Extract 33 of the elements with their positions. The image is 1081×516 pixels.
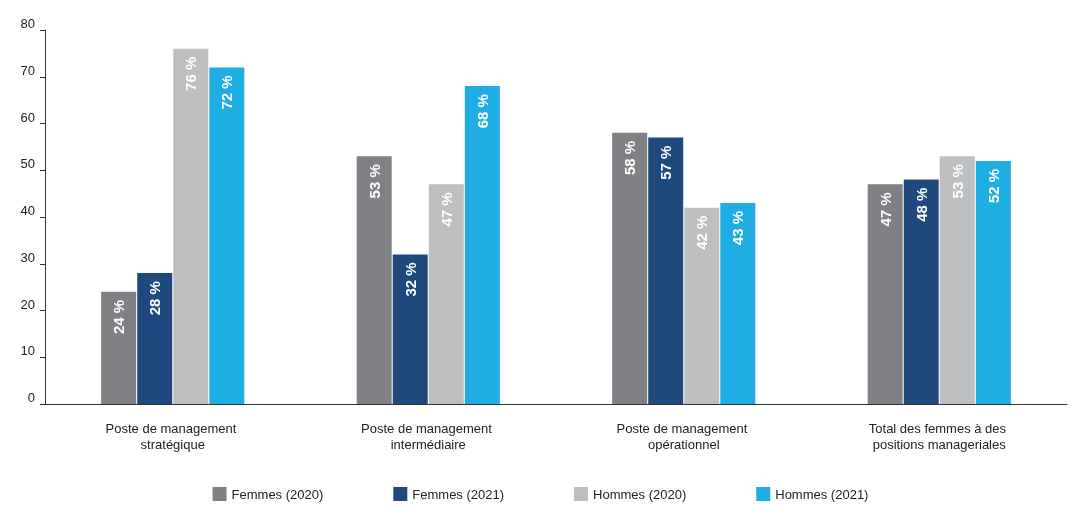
x-tick-label: Poste de management intermédiaire [361, 420, 496, 452]
data-label: 53 % [365, 164, 383, 199]
legend-label: Hommes (2020) [593, 486, 687, 502]
data-label: 24 % [110, 299, 128, 334]
y-tick-label: 10 [20, 343, 35, 359]
data-label: 42 % [693, 215, 711, 250]
x-tick-label: Total des femmes à des positions manageriales [868, 420, 1010, 452]
data-label: 53 % [948, 164, 966, 199]
data-label: 68 % [473, 94, 491, 129]
data-label: 57 % [657, 145, 675, 180]
y-tick-label: 60 [20, 109, 35, 125]
y-tick-label: 0 [27, 390, 35, 405]
y-tick-label: 20 [20, 296, 35, 312]
data-label: 47 % [437, 192, 455, 227]
data-label: 43 % [729, 210, 747, 246]
data-label: 48 % [912, 187, 930, 222]
y-tick-label: 80 [20, 16, 35, 31]
legend-label: Femmes (2021) [412, 486, 505, 502]
data-label: 58 % [621, 140, 639, 176]
data-label: 52 % [984, 168, 1002, 204]
y-tick-label: 50 [20, 156, 35, 172]
data-label: 32 % [401, 262, 419, 297]
data-label: 47 % [876, 192, 894, 227]
data-label: 28 % [146, 281, 164, 316]
legend-label: Hommes (2021) [775, 486, 869, 502]
y-tick-label: 30 [20, 249, 35, 265]
data-label: 72 % [218, 75, 236, 110]
x-tick-label: Poste de management opérationnel [616, 420, 751, 452]
x-tick-label: Poste de management stratégique [105, 420, 240, 452]
y-tick-label: 40 [20, 203, 35, 218]
data-label: 76 % [182, 56, 200, 91]
legend-label: Femmes (2020) [231, 486, 324, 502]
y-tick-label: 70 [20, 62, 35, 78]
